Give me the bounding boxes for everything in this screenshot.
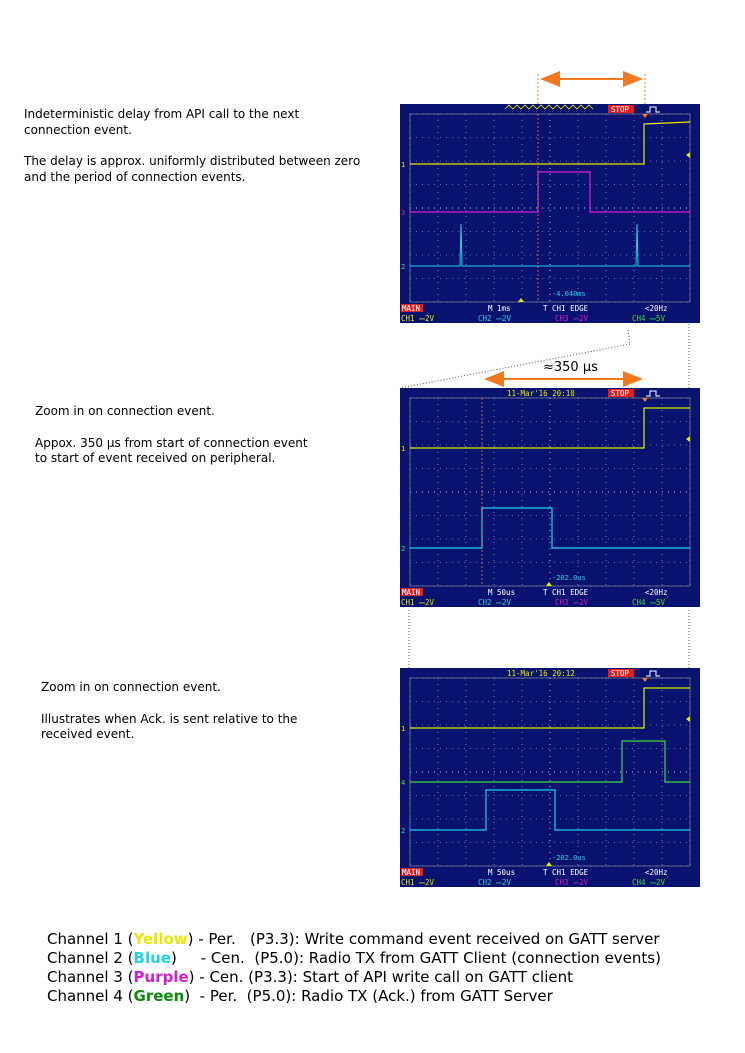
ch2-trace [410, 789, 690, 831]
main-label: MAIN [402, 868, 420, 877]
description-line: connection event. [24, 122, 132, 137]
ch1-trace [410, 407, 690, 449]
freq: <20Hz [645, 868, 668, 877]
legend-color-yellow: Yellow [133, 930, 188, 948]
stop-badge: STOP [611, 389, 630, 398]
legend-text: ) - Per. (P5.0): Radio TX (Ack.) from GA… [184, 987, 553, 1005]
ch3-scale: CH3 ⎓2V [555, 878, 589, 887]
description-line: and the period of connection events. [24, 169, 246, 184]
stop-badge: STOP [611, 669, 630, 678]
legend-color-green: Green [133, 987, 185, 1005]
cursor-readout: -202.0us [552, 574, 586, 582]
description-line: Zoom in on connection event. [35, 404, 215, 418]
legend-prefix: Channel 3 ( [47, 968, 134, 986]
ch-marker-3: 3 [401, 209, 405, 217]
ch4-scale: CH4 ⎓5V [632, 314, 666, 323]
stop-badge: STOP [611, 105, 630, 114]
ch-marker-1: 1 [401, 725, 405, 733]
legend-color-purple: Purple [133, 968, 189, 986]
oscilloscope-screen-2: 11-Mar'16 20:10 STOP 1 2 -202.0us MAIN M… [400, 388, 700, 607]
ch3-scale: CH3 ⎓2V [555, 598, 589, 607]
ch1-trace [410, 121, 691, 165]
cursor-readout: -202.0us [552, 854, 586, 862]
scope-header-date: 11-Mar'16 20:12 [507, 669, 575, 678]
ch2-scale: CH2 ⎓2V [478, 878, 512, 887]
trigger: T CH1 EDGE [543, 304, 589, 313]
ch1-trace [410, 687, 690, 729]
ch-marker-4: 4 [401, 779, 405, 787]
description-2: Zoom in on connection event. Appox. 350 … [35, 404, 308, 483]
scope-header-date: 11-Mar'16 20:10 [507, 389, 575, 398]
description-3: Zoom in on connection event. Illustrates… [41, 680, 297, 759]
ch3-scale: CH3 ⎓2V [555, 314, 589, 323]
ch2-scale: CH2 ⎓2V [478, 598, 512, 607]
description-line: Zoom in on connection event. [41, 680, 221, 694]
legend-row-ch3: Channel 3 (Purple) - Cen. (P3.3): Start … [47, 968, 661, 987]
ch2-trace [410, 223, 690, 267]
ch4-scale: CH4 ⎓2V [632, 878, 666, 887]
freq: <20Hz [645, 588, 668, 597]
ch1-scale: CH1 ⎓2V [401, 598, 435, 607]
legend-text: ) - Per. (P3.3): Write command event rec… [187, 930, 660, 948]
description-line: received event. [41, 727, 135, 741]
scope-grid [409, 677, 691, 867]
legend-text: ) - Cen. (P5.0): Radio TX from GATT Clie… [170, 949, 661, 967]
legend-row-ch2: Channel 2 (Blue) - Cen. (P5.0): Radio TX… [47, 949, 661, 968]
description-1: Indeterministic delay from API call to t… [24, 107, 360, 201]
ch2-trace [410, 507, 690, 549]
legend-text: ) - Cen. (P3.3): Start of API write call… [188, 968, 573, 986]
main-label: MAIN [402, 304, 420, 313]
scope-grid [409, 113, 691, 303]
description-line: The delay is approx. uniformly distribut… [24, 154, 361, 168]
cursor-readout: -4.040ms [552, 290, 586, 298]
channel-legend: Channel 1 (Yellow) - Per. (P3.3): Write … [47, 930, 661, 1006]
oscilloscope-screen-3: 11-Mar'16 20:12 STOP 1 4 2 -202.0us MAIN… [400, 668, 700, 887]
ch4-trace [410, 740, 690, 783]
main-label: MAIN [402, 588, 420, 597]
ch-marker-2: 2 [401, 827, 405, 835]
zoom-annotation: ≈350 µs [543, 360, 598, 375]
timebase: M 50us [488, 588, 515, 597]
description-line: to start of event received on peripheral… [35, 451, 276, 465]
legend-prefix: Channel 4 ( [47, 987, 134, 1005]
legend-prefix: Channel 2 ( [47, 949, 134, 967]
ch2-scale: CH2 ⎓2V [478, 314, 512, 323]
ch-marker-2: 2 [401, 263, 405, 271]
ch4-scale: CH4 ⎓5V [632, 598, 666, 607]
oscilloscope-screen-1: STOP 1 3 2 -4.040ms MAIN M 1ms T CH1 EDG… [400, 104, 700, 323]
timebase: M 1ms [488, 304, 511, 313]
ch1-scale: CH1 ⎓2V [401, 878, 435, 887]
ch-marker-1: 1 [401, 161, 405, 169]
description-line: Appox. 350 µs from start of connection e… [35, 435, 308, 450]
ch-marker-1: 1 [401, 445, 405, 453]
description-line: Indeterministic delay from API call to t… [24, 107, 300, 121]
freq: <20Hz [645, 304, 668, 313]
legend-row-ch4: Channel 4 (Green) - Per. (P5.0): Radio T… [47, 987, 661, 1006]
legend-prefix: Channel 1 ( [47, 930, 134, 948]
trigger: T CH1 EDGE [543, 868, 589, 877]
ch3-trace [410, 171, 690, 213]
description-line: Illustrates when Ack. is sent relative t… [41, 711, 298, 726]
ch-marker-2: 2 [401, 545, 405, 553]
trigger: T CH1 EDGE [543, 588, 589, 597]
scope-grid [409, 397, 691, 587]
legend-color-blue: Blue [133, 949, 171, 967]
timebase: M 50us [488, 868, 515, 877]
legend-row-ch1: Channel 1 (Yellow) - Per. (P3.3): Write … [47, 930, 661, 949]
ch1-scale: CH1 ⎓2V [401, 314, 435, 323]
